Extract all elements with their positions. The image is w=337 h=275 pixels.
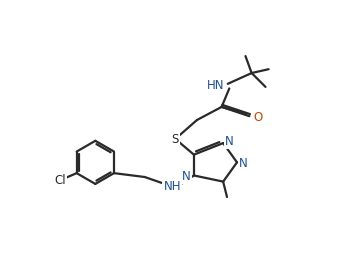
Text: NH: NH bbox=[163, 180, 181, 194]
Text: N: N bbox=[182, 170, 191, 183]
Text: Cl: Cl bbox=[54, 174, 65, 187]
Text: N: N bbox=[239, 157, 248, 170]
Text: HN: HN bbox=[207, 79, 225, 92]
Text: N: N bbox=[225, 135, 234, 148]
Text: O: O bbox=[253, 111, 263, 124]
Text: S: S bbox=[172, 133, 179, 146]
